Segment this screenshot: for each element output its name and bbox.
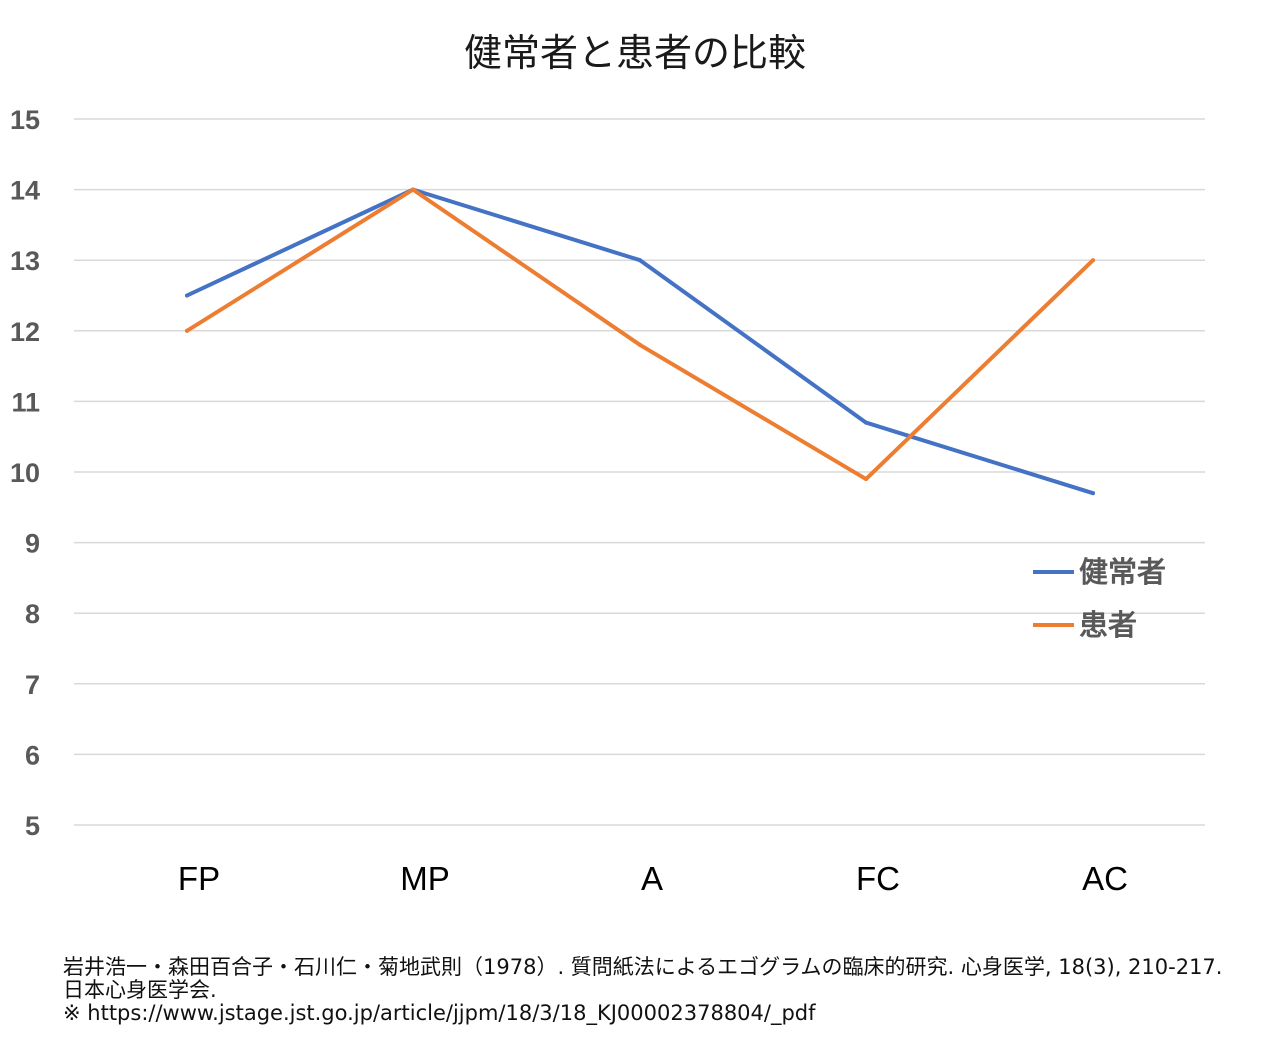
source-citation: 岩井浩一・森田百合子・石川仁・菊地武則（1978）. 質問紙法によるエゴグラムの…	[63, 956, 1263, 1025]
data-point	[638, 258, 642, 263]
source-line-3: ※ https://www.jstage.jst.go.jp/article/j…	[63, 1001, 816, 1025]
y-tick-label: 10	[10, 458, 40, 488]
data-point	[1091, 258, 1095, 263]
legend-label: 健常者	[1079, 555, 1166, 589]
x-axis-ticks: FP MP A FC AC	[178, 860, 1128, 897]
data-point	[638, 342, 642, 347]
y-tick-label: 13	[10, 246, 40, 276]
y-tick-label: 7	[25, 670, 40, 700]
data-point	[185, 328, 189, 333]
series-line-0	[185, 187, 1095, 496]
x-tick-label: A	[641, 860, 663, 897]
x-tick-label: FP	[178, 860, 220, 897]
x-tick-label: AC	[1082, 860, 1128, 897]
y-tick-label: 11	[11, 387, 40, 417]
y-axis-ticks: 5 6 7 8 9 10 11 12 13 14 15	[10, 105, 40, 841]
y-tick-label: 8	[25, 599, 40, 629]
source-line-1: 岩井浩一・森田百合子・石川仁・菊地武則（1978）. 質問紙法によるエゴグラムの…	[63, 955, 1223, 979]
data-point	[1091, 491, 1095, 496]
source-line-2: 日本心身医学会.	[63, 978, 217, 1002]
series-lines	[185, 187, 1095, 496]
data-point	[864, 477, 868, 482]
x-tick-label: FC	[856, 860, 900, 897]
y-tick-label: 5	[25, 811, 40, 841]
data-point	[864, 420, 868, 425]
x-tick-label: MP	[400, 860, 450, 897]
y-tick-label: 9	[25, 529, 40, 559]
y-tick-label: 6	[25, 740, 40, 770]
gridlines	[74, 118, 1205, 826]
data-point	[185, 293, 189, 298]
y-tick-label: 12	[10, 317, 40, 347]
legend-label: 患者	[1079, 608, 1137, 642]
data-point	[411, 187, 415, 192]
y-tick-label: 14	[10, 176, 40, 206]
y-tick-label: 15	[10, 105, 40, 135]
chart-title: 健常者と患者の比較	[463, 31, 806, 75]
